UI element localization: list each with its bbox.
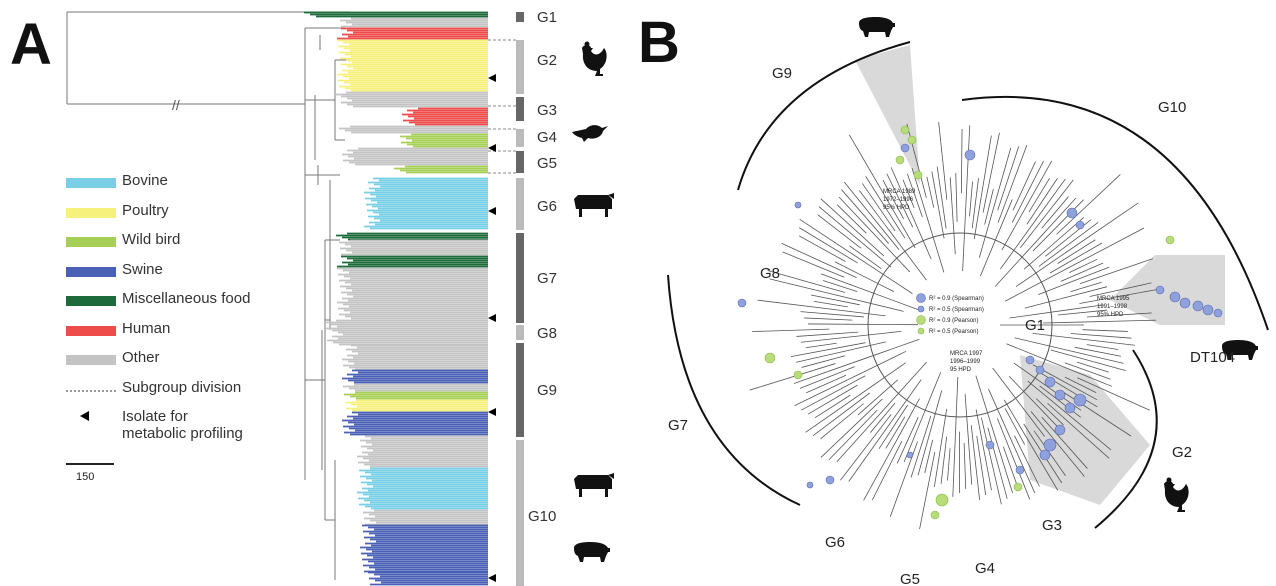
mrca-1995-annotation: MRCA 1995 1991–1998 95% HPD xyxy=(1097,296,1130,318)
legend-swatch xyxy=(66,178,116,188)
group-label-b-g7: G7 xyxy=(668,417,688,434)
mrca-line: MRCA 1995 xyxy=(1097,296,1130,302)
legend-swatch xyxy=(66,355,116,365)
panel-b-circular-tree: G9 G10 G8 G1 DT104 G7 G2 G6 G3 G4 G5 MRC… xyxy=(667,17,1269,586)
legend-label: Swine xyxy=(122,260,163,278)
group-label-g10: G10 xyxy=(528,508,557,525)
bird-icon xyxy=(572,125,608,142)
scale-bar: 150 xyxy=(66,463,114,483)
pig-icon-g9 xyxy=(859,17,895,37)
scale-label: 150 xyxy=(76,471,95,483)
group-label-g9: G9 xyxy=(537,382,558,399)
scale-bar-line xyxy=(66,463,114,465)
legend-swatch xyxy=(66,296,116,306)
group-label-b-g2: G2 xyxy=(1172,444,1192,461)
legend-spearman-05: R² = 0.5 (Spearman) xyxy=(929,307,984,313)
panel-a-tree: // xyxy=(66,11,614,586)
subgroup-division-lines xyxy=(488,39,516,174)
legend-dash xyxy=(66,389,116,392)
mrca-line: 95 HPD xyxy=(950,367,972,373)
legend-label: Wild bird xyxy=(122,231,181,248)
legend-label: Isolate for metabolic profiling xyxy=(122,408,243,442)
legend-spearman-09: R² = 0.9 (Spearman) xyxy=(929,296,984,302)
group-label-g2: G2 xyxy=(537,52,558,69)
legend-swatch xyxy=(66,207,116,218)
panel-a-letter: A xyxy=(10,12,52,77)
group-label-g8: G8 xyxy=(537,325,558,342)
wedge-g1 xyxy=(1020,355,1150,505)
pig-icon-g10 xyxy=(574,542,610,562)
mrca-1997-annotation: MRCA 1997 1996–1999 95 HPD xyxy=(950,351,983,373)
pig-icon-dt104 xyxy=(1222,340,1258,360)
group-label-b-g8: G8 xyxy=(760,265,780,282)
group-label-b-g10: G10 xyxy=(1158,99,1186,116)
group-label-g1: G1 xyxy=(537,9,558,26)
mrca-line: 95% HPD xyxy=(883,205,910,211)
legend-swatch xyxy=(66,325,116,336)
mrca-line: MRCA 1989 xyxy=(883,189,916,195)
mrca-1989-annotation: MRCA 1989 1972–1996 95% HPD xyxy=(883,189,916,211)
group-label-g3: G3 xyxy=(537,102,558,119)
legend-swatch xyxy=(66,266,116,277)
mrca-line: 95% HPD xyxy=(1097,312,1124,318)
cow-icon xyxy=(574,193,614,217)
group-arcs xyxy=(667,41,1269,529)
tree-skeleton xyxy=(66,11,350,580)
tree-branches xyxy=(749,122,1157,530)
legend-swatch xyxy=(66,237,116,247)
panel-b-letter: B xyxy=(638,10,680,75)
mrca-line: MRCA 1997 xyxy=(950,351,983,357)
category-bands xyxy=(304,11,488,586)
legend-label: Bovine xyxy=(122,172,168,189)
group-label-g4: G4 xyxy=(537,129,558,146)
legend-label: Miscellaneous food xyxy=(122,290,251,307)
legend-label: Human xyxy=(122,319,171,337)
mrca-line: 1996–1999 xyxy=(950,359,981,365)
legend-label: Subgroup division xyxy=(122,378,242,396)
isolate-arrow-icon xyxy=(80,411,89,421)
group-label-g5: G5 xyxy=(537,155,558,172)
legend-pearson-09: R² = 0.9 (Pearson) xyxy=(929,318,979,324)
legend-pearson-05: R² = 0.5 (Pearson) xyxy=(929,329,979,335)
branch-break-mark: // xyxy=(172,97,180,113)
group-label-b-g4: G4 xyxy=(975,560,995,577)
group-label-b-g9: G9 xyxy=(772,65,792,82)
blue-nodes xyxy=(737,143,1223,489)
legend-label: Other xyxy=(122,349,160,366)
group-label-b-g5: G5 xyxy=(900,571,920,586)
green-nodes xyxy=(764,125,1175,520)
group-label-b-g6: G6 xyxy=(825,534,845,551)
group-label-g7: G7 xyxy=(537,270,558,287)
inner-ring xyxy=(867,232,1053,418)
label-dt104: DT104 xyxy=(1190,349,1235,366)
chicken-icon-g2 xyxy=(1164,477,1189,512)
group-label-b-g1: G1 xyxy=(1025,317,1045,334)
cow-icon-g10 xyxy=(574,473,614,497)
wedge-g9 xyxy=(855,45,920,185)
mrca-line: 1972–1996 xyxy=(883,197,914,203)
isolate-arrows xyxy=(488,74,496,582)
legend-label: Poultry xyxy=(122,201,169,219)
group-label-g6: G6 xyxy=(537,198,558,215)
mrca-line: 1991–1998 xyxy=(1097,304,1128,310)
group-label-b-g3: G3 xyxy=(1042,517,1062,534)
correlation-legend: R² = 0.9 (Spearman) R² = 0.5 (Spearman) … xyxy=(916,293,984,335)
group-sidebar xyxy=(516,12,524,586)
chicken-icon xyxy=(582,41,607,76)
